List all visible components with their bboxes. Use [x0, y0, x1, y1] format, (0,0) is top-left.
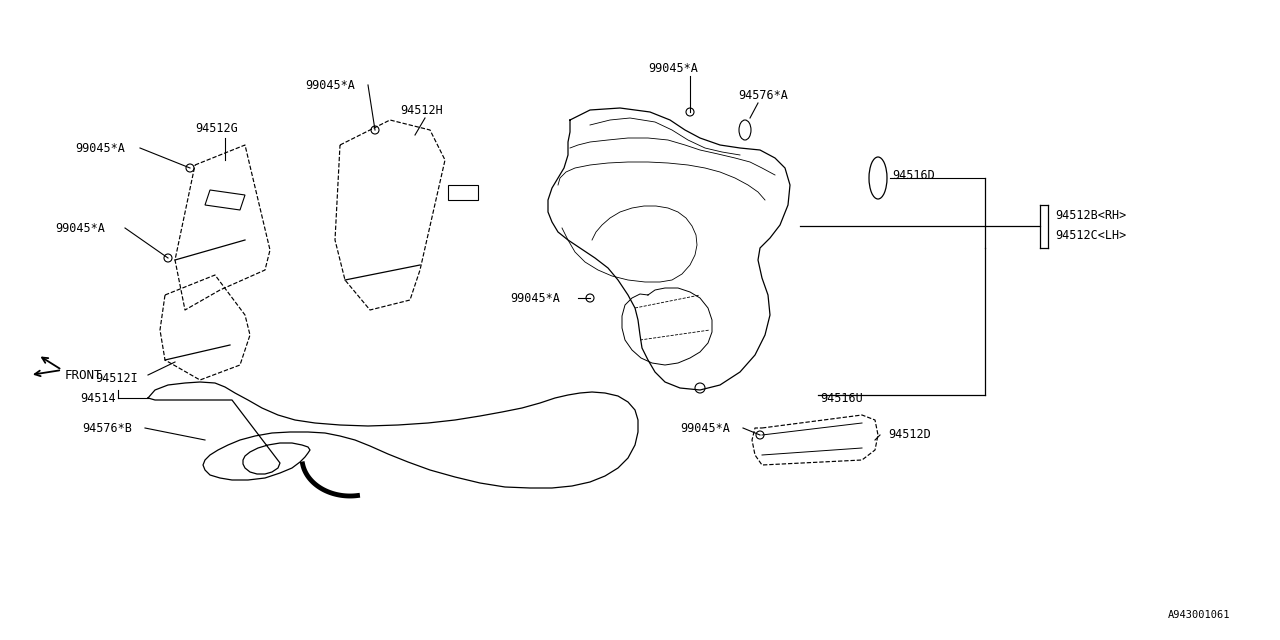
Text: 94514: 94514: [79, 392, 115, 404]
Text: 99045*A: 99045*A: [55, 221, 105, 234]
Text: 94512B<RH>: 94512B<RH>: [1055, 209, 1126, 221]
Text: 99045*A: 99045*A: [648, 61, 698, 74]
Text: 94516D: 94516D: [892, 168, 934, 182]
Text: A943001061: A943001061: [1167, 610, 1230, 620]
Text: 94512H: 94512H: [399, 104, 443, 116]
Text: 94512G: 94512G: [195, 122, 238, 134]
Text: 94576*A: 94576*A: [739, 88, 788, 102]
Text: 99045*A: 99045*A: [76, 141, 125, 154]
Text: 94516U: 94516U: [820, 392, 863, 404]
Text: 94512I: 94512I: [95, 371, 138, 385]
Text: 99045*A: 99045*A: [509, 291, 559, 305]
Text: 94512C<LH>: 94512C<LH>: [1055, 228, 1126, 241]
Text: 94512D: 94512D: [888, 429, 931, 442]
Text: FRONT: FRONT: [65, 369, 102, 381]
Text: 99045*A: 99045*A: [680, 422, 730, 435]
Text: 94576*B: 94576*B: [82, 422, 132, 435]
Text: 99045*A: 99045*A: [305, 79, 355, 92]
